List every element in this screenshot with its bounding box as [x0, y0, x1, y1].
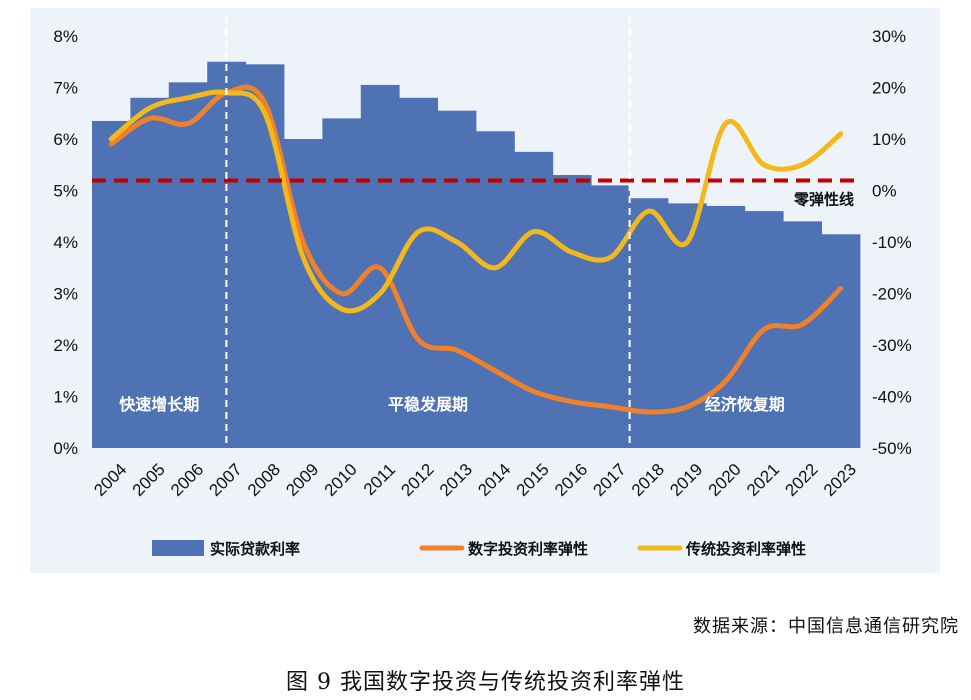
- x-tick-label: 2018: [628, 460, 668, 500]
- right-tick-label: 10%: [872, 130, 906, 149]
- bar-2006: [168, 82, 208, 448]
- period-label-2: 平稳发展期: [388, 395, 468, 414]
- bar-2016: [552, 175, 592, 449]
- x-tick-label: 2014: [474, 460, 514, 500]
- line-series-2: [108, 89, 844, 314]
- legend-label-3: 传统投资利率弹性: [685, 540, 806, 558]
- x-tick-label: 2005: [129, 460, 169, 500]
- bar-2004: [92, 120, 131, 448]
- right-tick-label: 30%: [872, 27, 906, 46]
- figure-caption: 图 9 我国数字投资与传统投资利率弹性: [286, 670, 685, 695]
- source-note: 数据来源：中国信息通信研究院: [693, 616, 959, 637]
- chart-panel: 零弹性线快速增长期 平稳发展期 经济恢复期 0% 1% 2% 3% 4% 5% 6% 7% 8% -5…: [30, 8, 940, 573]
- left-tick-label: 0%: [53, 439, 78, 458]
- period-label-3: 经济恢复期: [705, 395, 785, 414]
- x-tick-label: 2017: [589, 460, 629, 500]
- left-tick-label: 2%: [53, 336, 78, 355]
- legend-swatch-1: [152, 540, 204, 556]
- x-tick-label: 2012: [397, 460, 437, 500]
- right-tick-label: -10%: [872, 233, 912, 252]
- x-tick-label: 2019: [666, 460, 706, 500]
- bar-2015: [514, 151, 554, 448]
- x-tick-label: 2016: [551, 460, 591, 500]
- right-tick-label: -20%: [872, 285, 912, 304]
- left-tick-label: 1%: [53, 388, 78, 407]
- right-tick-label: -40%: [872, 388, 912, 407]
- left-tick-label: 6%: [53, 130, 78, 149]
- left-tick-label: 7%: [53, 79, 78, 98]
- legend-label-2: 数字投资利率弹性: [468, 540, 588, 558]
- x-tick-label: 2020: [705, 460, 745, 500]
- left-tick-label: 4%: [53, 233, 78, 252]
- bar-2022: [783, 221, 822, 448]
- line-series-1: [108, 84, 844, 415]
- x-tick-label: 2021: [743, 460, 783, 500]
- left-tick-label: 8%: [53, 27, 78, 46]
- right-tick-label: -30%: [872, 336, 912, 355]
- left-tick-label: 3%: [53, 285, 78, 304]
- bar-2014: [476, 131, 515, 448]
- bar-2008: [245, 64, 285, 448]
- x-tick-label: 2010: [321, 460, 361, 500]
- lines-layer: [108, 84, 844, 415]
- zero-elasticity-label: 零弹性线: [793, 191, 854, 209]
- right-tick-label: 0%: [872, 182, 897, 201]
- x-tick-label: 2006: [167, 460, 207, 500]
- x-tick-label: 2023: [820, 460, 860, 500]
- legend-label-1: 实际贷款利率: [210, 540, 300, 558]
- x-tick-label: 2004: [90, 460, 130, 500]
- x-tick-label: 2007: [205, 460, 245, 500]
- bar-2020: [706, 205, 746, 448]
- right-tick-label: 20%: [872, 79, 906, 98]
- bar-2005: [130, 97, 170, 449]
- x-tick-label: 2011: [360, 460, 399, 499]
- bar-2018: [629, 198, 669, 448]
- bar-2012: [399, 97, 438, 449]
- legend-layer: 实际贷款利率 数字投资利率弹性 传统投资利率弹性: [152, 540, 806, 558]
- x-tick-label: 2009: [282, 460, 322, 500]
- bar-2013: [437, 110, 477, 449]
- right-tick-label: -50%: [872, 439, 912, 458]
- period-label-1: 快速增长期: [119, 395, 199, 414]
- x-tick-label: 2008: [244, 460, 284, 500]
- x-tick-label: 2022: [781, 460, 821, 500]
- x-tick-label: 2013: [436, 460, 476, 500]
- bar-2023: [821, 234, 861, 448]
- x-tick-label: 2015: [513, 460, 553, 500]
- left-tick-label: 5%: [53, 182, 78, 201]
